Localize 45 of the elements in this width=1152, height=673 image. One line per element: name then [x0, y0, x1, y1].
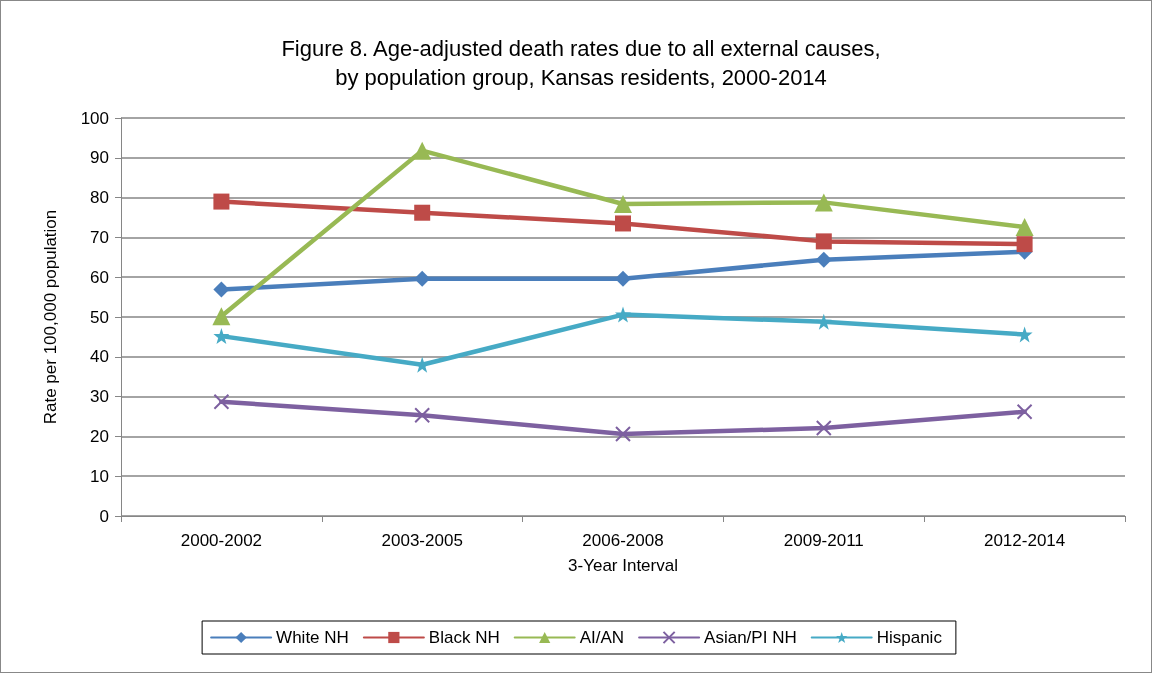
point	[213, 393, 230, 410]
point	[615, 426, 631, 443]
point	[815, 313, 832, 330]
x-tick-label: 2009-2011	[783, 531, 864, 550]
x-tick-label: 2003-2005	[381, 531, 463, 550]
point	[815, 420, 832, 437]
y-tick-label: 80	[90, 188, 109, 208]
y-tick-label: 40	[90, 347, 109, 367]
y-tick-label: 100	[80, 108, 109, 128]
point	[815, 233, 832, 250]
chart-title: Figure 8. Age-adjusted death rates due to all external causes, by population group, Kansas residents, 2000-2014	[281, 36, 881, 90]
x-tick-label: 2006-2008	[582, 531, 664, 550]
point	[213, 193, 230, 210]
legend-label: AI/AN	[579, 628, 625, 647]
legend-label: Hispanic	[876, 628, 943, 647]
point	[414, 204, 431, 221]
point	[814, 193, 833, 212]
point	[615, 270, 631, 287]
x-tick-label: 2000-2002	[180, 531, 263, 550]
y-tick-label: 50	[90, 307, 109, 327]
point	[213, 281, 230, 298]
point	[1015, 218, 1034, 237]
point	[815, 251, 832, 268]
y-tick-label: 20	[90, 426, 109, 446]
x-axis-title: 3-Year Interval	[568, 556, 678, 575]
point	[615, 306, 631, 323]
point	[614, 194, 632, 213]
point	[1016, 403, 1033, 420]
y-tick-label: 70	[90, 227, 109, 247]
legend-label: Asian/PI NH	[704, 628, 797, 647]
y-tick-label: 60	[90, 267, 109, 287]
legend-label: Black NH	[428, 628, 500, 647]
point	[212, 307, 231, 326]
y-axis-title: Rate per 100,000 population	[41, 209, 60, 425]
point	[615, 215, 631, 232]
legend-label: White NH	[276, 628, 349, 647]
y-tick-label: 10	[90, 466, 109, 486]
y-tick-label: 30	[90, 387, 109, 407]
x-tick-label: 2012-2014	[983, 531, 1066, 550]
point	[413, 141, 432, 160]
y-tick-label: 0	[99, 506, 109, 526]
point	[414, 407, 431, 424]
point	[213, 328, 230, 345]
y-tick-label: 90	[90, 148, 109, 168]
point	[1016, 236, 1033, 253]
